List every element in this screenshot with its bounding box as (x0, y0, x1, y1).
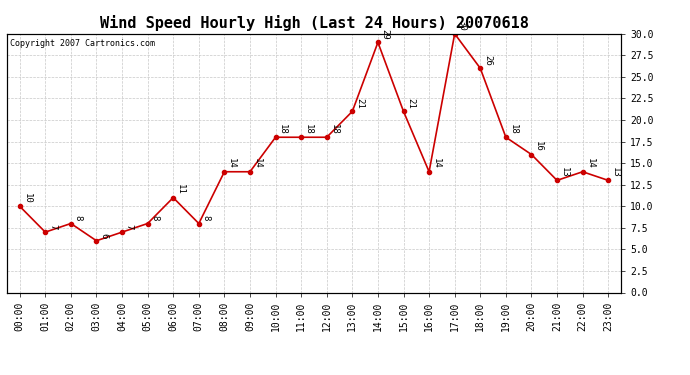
Text: 13: 13 (560, 167, 569, 178)
Text: 7: 7 (48, 224, 57, 230)
Text: 21: 21 (355, 98, 364, 109)
Text: 8: 8 (74, 215, 83, 221)
Text: Copyright 2007 Cartronics.com: Copyright 2007 Cartronics.com (10, 39, 155, 48)
Text: 14: 14 (585, 158, 594, 169)
Text: 18: 18 (330, 124, 339, 135)
Text: 21: 21 (406, 98, 415, 109)
Text: 8: 8 (201, 215, 210, 221)
Text: 8: 8 (150, 215, 159, 221)
Text: 7: 7 (125, 224, 134, 230)
Text: 6: 6 (99, 232, 108, 238)
Text: 18: 18 (509, 124, 518, 135)
Text: 18: 18 (304, 124, 313, 135)
Text: 14: 14 (432, 158, 441, 169)
Text: 14: 14 (227, 158, 236, 169)
Text: 13: 13 (611, 167, 620, 178)
Title: Wind Speed Hourly High (Last 24 Hours) 20070618: Wind Speed Hourly High (Last 24 Hours) 2… (99, 15, 529, 31)
Text: 11: 11 (176, 184, 185, 195)
Text: 30: 30 (457, 20, 466, 31)
Text: 18: 18 (278, 124, 287, 135)
Text: 29: 29 (381, 29, 390, 40)
Text: 26: 26 (483, 55, 492, 66)
Text: 16: 16 (534, 141, 543, 152)
Text: 14: 14 (253, 158, 262, 169)
Text: 10: 10 (23, 193, 32, 204)
